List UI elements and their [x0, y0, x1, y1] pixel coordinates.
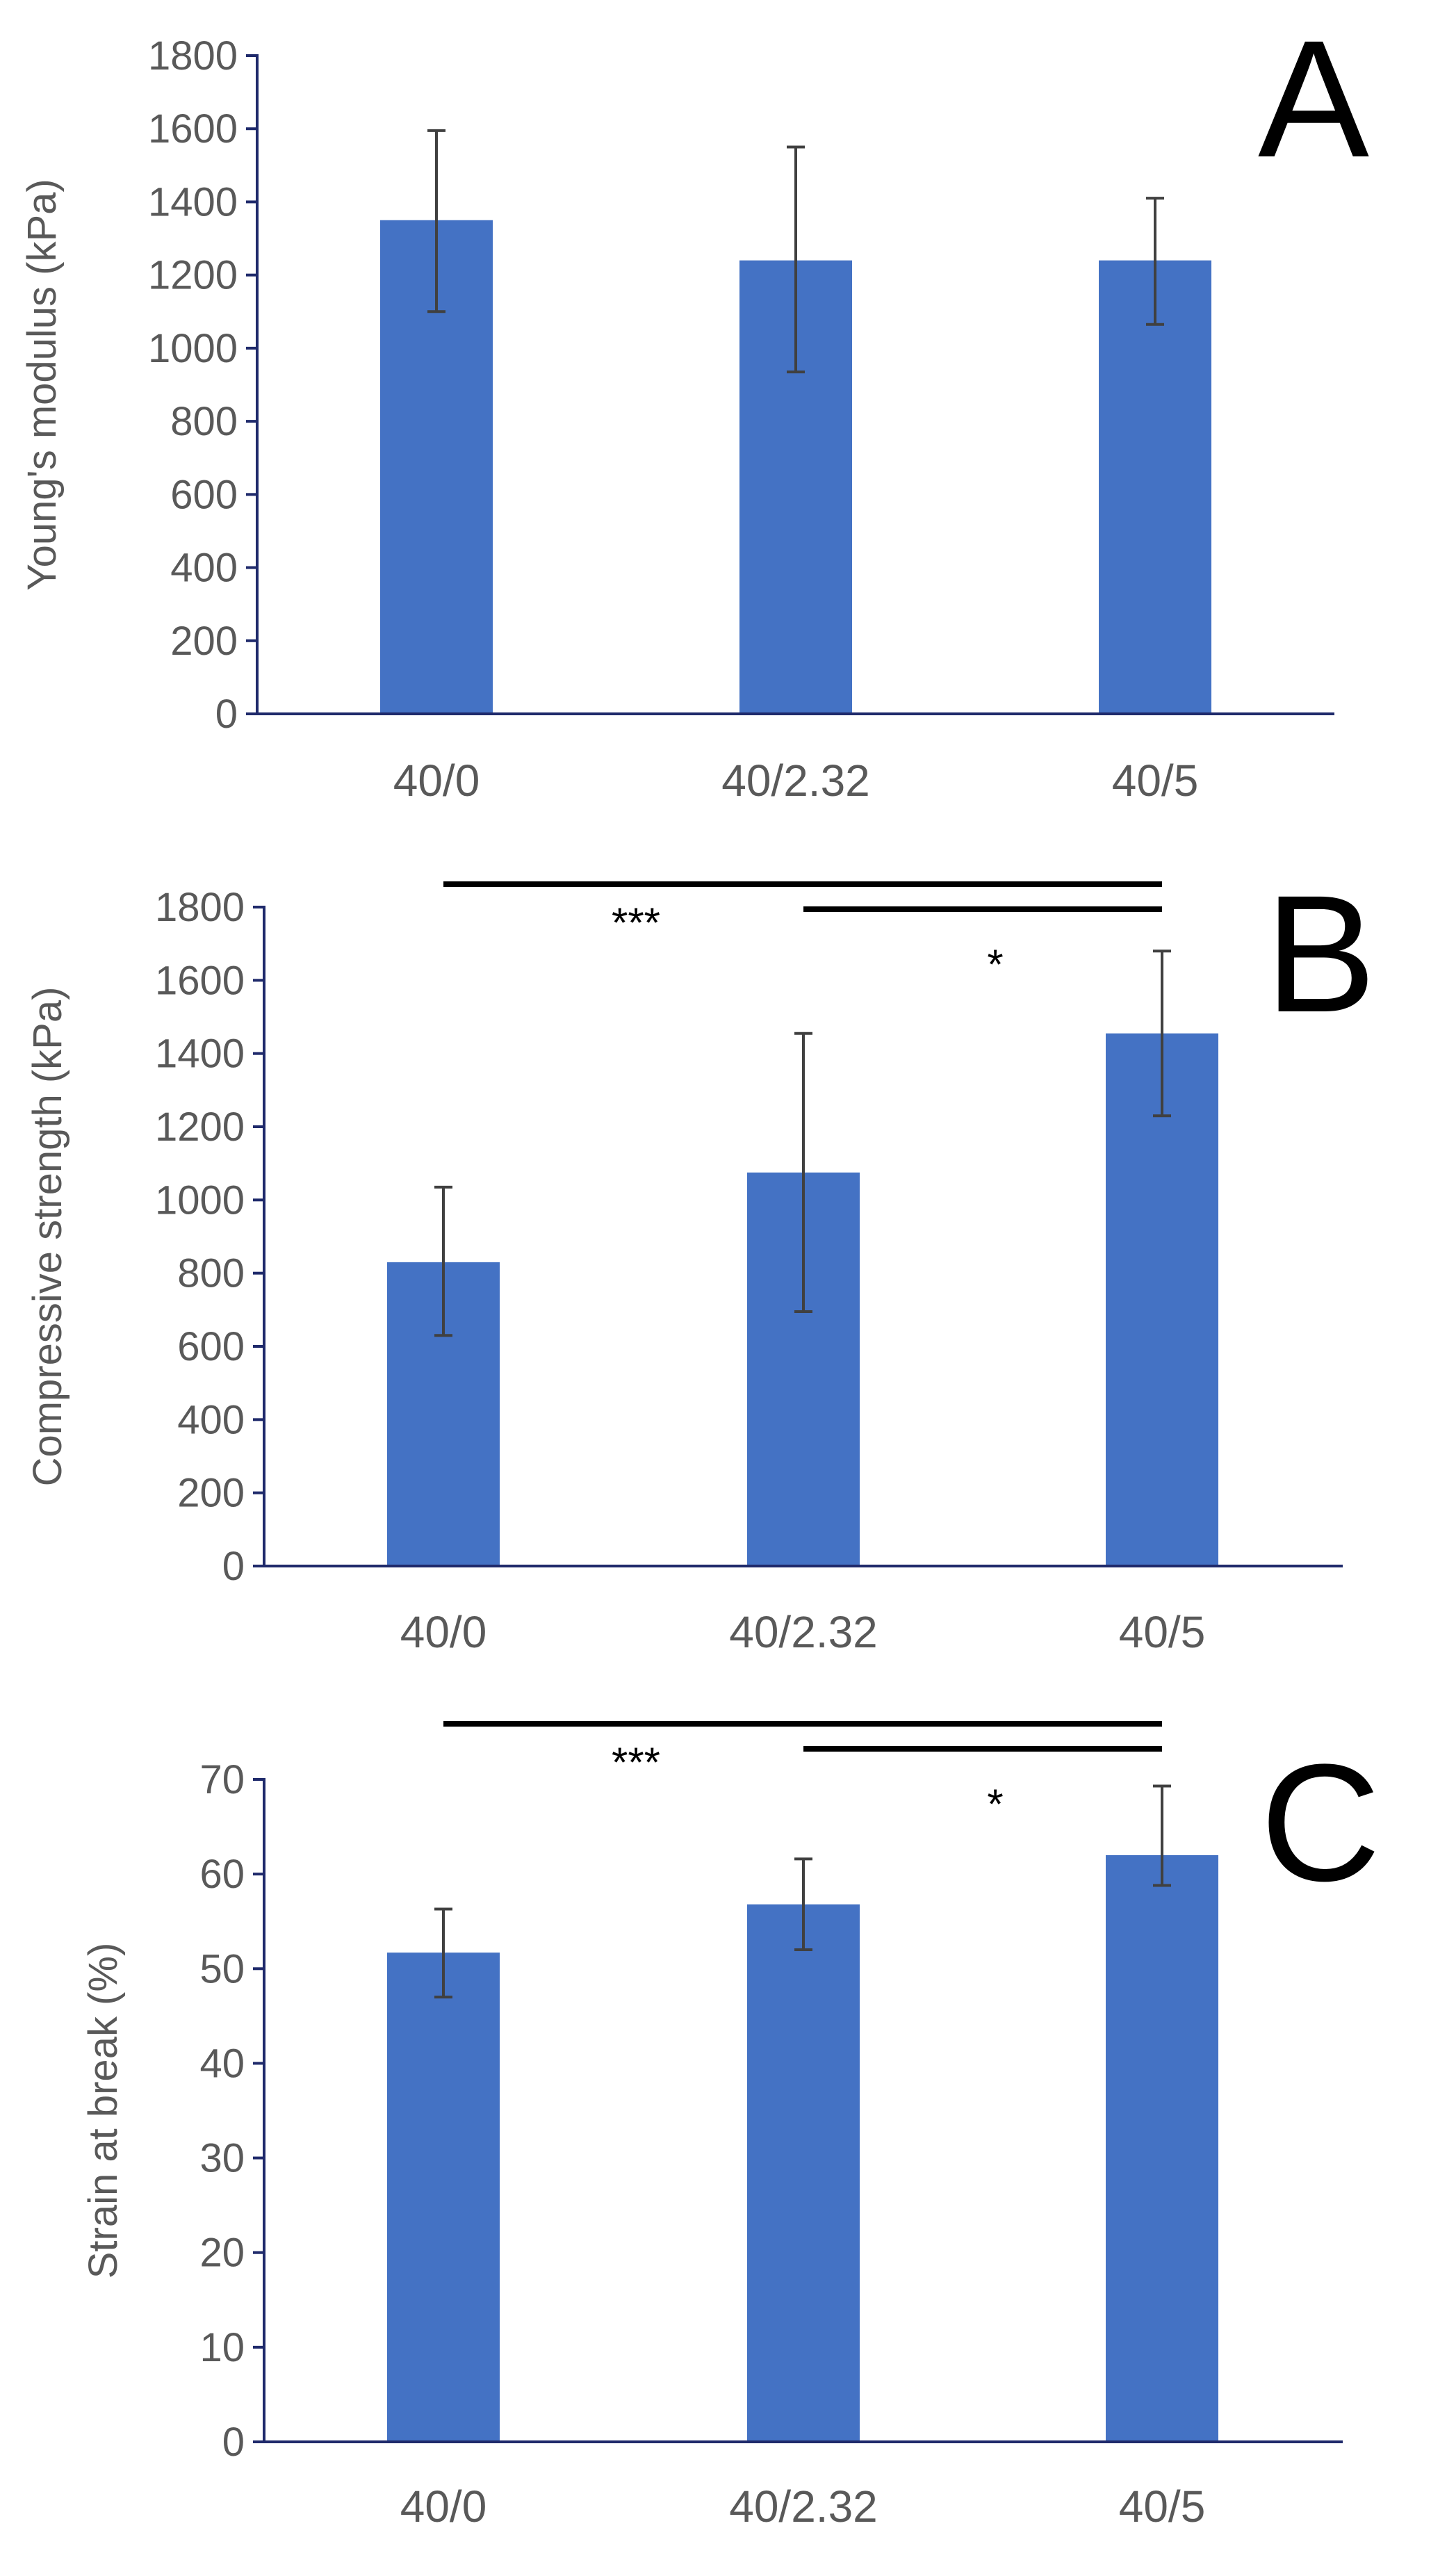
- y-tick-label: 20: [199, 2231, 245, 2276]
- y-tick-label: 1400: [155, 1032, 245, 1077]
- panel-label: C: [1260, 1729, 1380, 1916]
- panel-b: 0 200 400 600 800 1000 1200 1400 1600 1800 40/0 40/…: [25, 861, 1376, 1657]
- y-tick-label: 600: [170, 472, 238, 517]
- significance-stars: *: [987, 941, 1003, 988]
- y-tick-label: 1000: [155, 1177, 245, 1223]
- y-tick-label: 800: [170, 399, 238, 444]
- bar: [1106, 1033, 1218, 1566]
- x-tick-label: 40/0: [400, 2481, 487, 2532]
- y-tick-label: 70: [199, 1757, 245, 1802]
- y-tick-label: 400: [177, 1397, 245, 1442]
- y-tick-label: 30: [199, 2136, 245, 2181]
- x-tick-label: 40/0: [393, 756, 480, 806]
- y-tick-label: 1200: [155, 1104, 245, 1150]
- y-tick-label: 1400: [148, 179, 238, 225]
- y-tick-label: 800: [177, 1251, 245, 1296]
- y-tick-label: 1800: [148, 33, 238, 79]
- x-tick-label: 40/2.32: [721, 756, 870, 806]
- y-axis-title: Young's modulus (kPa): [19, 179, 65, 591]
- significance-stars: ***: [612, 899, 660, 946]
- y-tick-label: 1200: [148, 253, 238, 298]
- x-tick-label: 40/5: [1119, 2481, 1206, 2532]
- y-tick-label: 1000: [148, 326, 238, 371]
- x-tick-label: 40/5: [1119, 1607, 1206, 1657]
- y-tick-label: 0: [222, 1544, 245, 1589]
- panel-label: A: [1258, 6, 1369, 192]
- panel-a: 0 200 400 600 800 1000 1200 1400 1600 1800 40/0 40/…: [19, 6, 1369, 806]
- y-tick-label: 400: [170, 546, 238, 591]
- y-tick-label: 40: [199, 2041, 245, 2086]
- bar: [1106, 1854, 1218, 2442]
- y-tick-label: 50: [199, 1946, 245, 1991]
- y-tick-label: 1800: [155, 885, 245, 930]
- y-tick-label: 10: [199, 2325, 245, 2370]
- y-tick-label: 1600: [148, 106, 238, 152]
- y-tick-label: 600: [177, 1324, 245, 1369]
- y-tick-label: 60: [199, 1852, 245, 1897]
- y-axis-title: Compressive strength (kPa): [25, 987, 70, 1487]
- panel-label: B: [1265, 861, 1376, 1047]
- x-tick-label: 40/2.32: [729, 2481, 878, 2532]
- significance-stars: ***: [612, 1739, 660, 1786]
- y-tick-label: 200: [177, 1471, 245, 1516]
- bar: [387, 1953, 500, 2442]
- x-tick-label: 40/2.32: [729, 1607, 878, 1657]
- y-tick-label: 0: [215, 692, 238, 737]
- y-axis-title: Strain at break (%): [81, 1943, 126, 2279]
- x-tick-label: 40/0: [400, 1607, 487, 1657]
- y-tick-label: 1600: [155, 958, 245, 1003]
- y-tick-label: 0: [222, 2420, 245, 2465]
- y-tick-label: 200: [170, 619, 238, 664]
- bar: [1099, 260, 1211, 715]
- x-tick-label: 40/5: [1112, 756, 1199, 806]
- panel-c: 0 10 20 30 40 50 60 70 40/0 40/2.32 40/5 Strain at …: [81, 1721, 1381, 2532]
- bar: [747, 1904, 860, 2442]
- significance-stars: *: [987, 1781, 1003, 1827]
